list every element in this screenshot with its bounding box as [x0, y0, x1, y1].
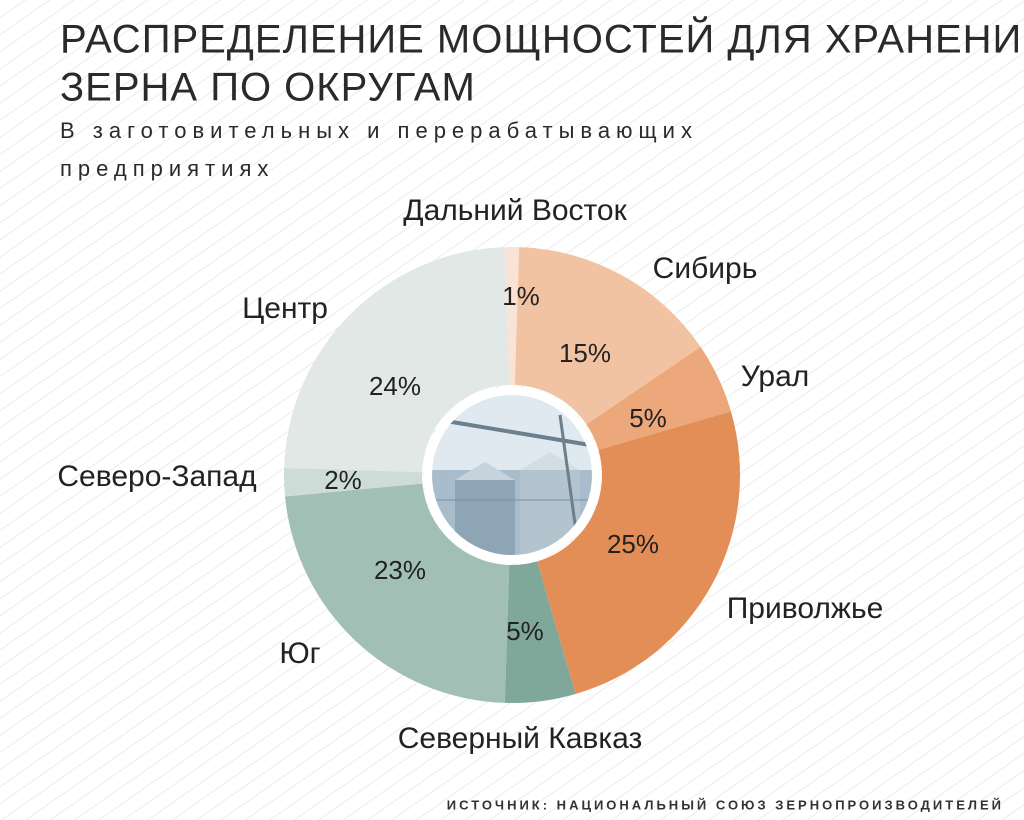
- title-line: ЗЕРНА ПО ОКРУГАМ: [60, 66, 476, 110]
- value-label: 24%: [369, 371, 421, 401]
- category-label: Северный Кавказ: [398, 722, 643, 755]
- slice: [504, 561, 576, 703]
- slice: [586, 346, 731, 450]
- category-label: Приволжье: [727, 592, 884, 625]
- source: ИСТОЧНИК: НАЦИОНАЛЬНЫЙ СОЮЗ ЗЕРНОПРОИЗВО…: [447, 797, 1004, 812]
- slice: [285, 483, 510, 703]
- subtitle-line: В заготовительных и перерабатывающих: [60, 118, 698, 143]
- category-label: Северо-Запад: [57, 460, 256, 493]
- slice: [284, 247, 510, 473]
- value-label: 2%: [324, 465, 362, 495]
- title-line: РАСПРЕДЕЛЕНИЕ МОЩНОСТЕЙ ДЛЯ ХРАНЕНИЯ: [60, 16, 1024, 62]
- category-label: Урал: [741, 360, 810, 393]
- donut: [284, 247, 740, 703]
- value-label: 5%: [629, 403, 667, 433]
- slice: [537, 411, 740, 694]
- category-label: Центр: [242, 292, 328, 325]
- center-photo: [424, 387, 600, 563]
- slice: [284, 467, 423, 497]
- slice: [514, 247, 701, 425]
- subtitle-line: предприятиях: [60, 156, 274, 181]
- value-label: 1%: [502, 281, 540, 311]
- category-label: Юг: [279, 637, 320, 670]
- slice: [504, 247, 520, 386]
- category-label: Сибирь: [653, 252, 758, 285]
- value-label: 23%: [374, 555, 426, 585]
- value-label: 25%: [607, 529, 659, 559]
- category-label: Дальний Восток: [403, 194, 627, 227]
- value-label: 15%: [559, 338, 611, 368]
- value-label: 5%: [506, 616, 544, 646]
